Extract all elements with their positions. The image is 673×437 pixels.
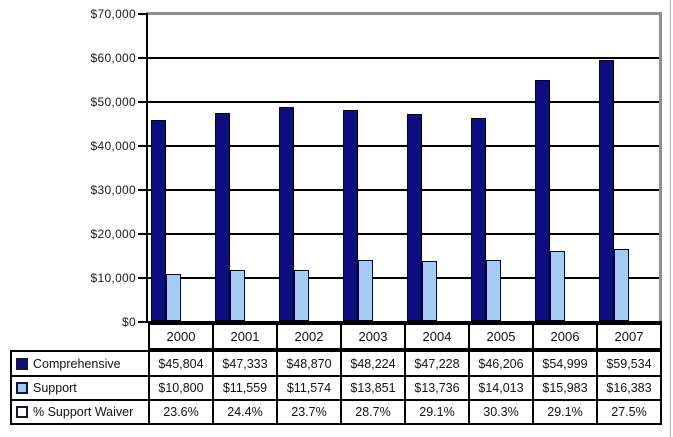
value-cell-comprehensive-2005: $46,206 (470, 352, 532, 375)
value-cell-support-waiver-2007: 27.5% (598, 401, 660, 423)
gridline-10000 (148, 277, 659, 279)
legend-row-comprehensive: Comprehensive (12, 352, 148, 375)
y-axis-tick-40000 (138, 145, 147, 147)
bar-support-2007 (614, 249, 629, 321)
legend-row-support-waiver: % Support Waiver (12, 401, 148, 423)
year-cell-2005: 2005 (470, 325, 532, 348)
bar-comprehensive-2003 (343, 110, 358, 321)
y-axis-label-30000: $30,000 (90, 183, 136, 197)
data-table: Comprehensive $45,804 $47,333 $48,870 $48,22… (10, 350, 662, 425)
support-marker-icon (16, 382, 28, 394)
year-cell-2006: 2006 (534, 325, 596, 348)
value-cell-comprehensive-2006: $54,999 (534, 352, 596, 375)
legend-label-support-waiver: % Support Waiver (33, 405, 134, 419)
y-axis-tick-0 (138, 321, 147, 323)
value-cell-support-2006: $15,983 (534, 377, 596, 399)
year-cell-2001: 2001 (214, 325, 276, 348)
year-cell-2002: 2002 (278, 325, 340, 348)
value-cell-support-waiver-2004: 29.1% (406, 401, 468, 423)
value-cell-support-waiver-2001: 24.4% (214, 401, 276, 423)
y-axis-label-60000: $60,000 (90, 51, 136, 65)
y-axis-tick-10000 (138, 277, 147, 279)
value-cell-support-waiver-2003: 28.7% (342, 401, 404, 423)
value-cell-support-2002: $11,574 (278, 377, 340, 399)
year-cell-2007: 2007 (598, 325, 660, 348)
y-axis-tick-70000 (138, 13, 147, 15)
y-axis-label-50000: $50,000 (90, 95, 136, 109)
value-cell-support-2003: $13,851 (342, 377, 404, 399)
y-axis-tick-50000 (138, 101, 147, 103)
legend-label-support: Support (33, 381, 77, 395)
value-cell-support-2000: $10,800 (150, 377, 212, 399)
bar-comprehensive-2006 (535, 80, 550, 321)
value-cell-support-2007: $16,383 (598, 377, 660, 399)
y-axis-tick-20000 (138, 233, 147, 235)
plot-border-top (146, 12, 662, 15)
gridline-40000 (148, 145, 659, 147)
bar-support-2002 (294, 270, 309, 321)
y-axis-label-10000: $10,000 (90, 271, 136, 285)
bar-comprehensive-2001 (215, 113, 230, 321)
value-cell-support-2004: $13,736 (406, 377, 468, 399)
y-axis-tick-30000 (138, 189, 147, 191)
bar-support-2000 (166, 274, 181, 321)
window-edge (670, 0, 671, 437)
bar-comprehensive-2000 (151, 120, 166, 321)
value-cell-support-waiver-2005: 30.3% (470, 401, 532, 423)
bar-comprehensive-2007 (599, 60, 614, 321)
gridline-20000 (148, 233, 659, 235)
y-axis-label-0: $0 (122, 315, 136, 329)
y-axis-label-20000: $20,000 (90, 227, 136, 241)
bar-comprehensive-2004 (407, 114, 422, 321)
year-header-row: 2000 2001 2002 2003 2004 2005 2006 2007 (148, 323, 662, 350)
legend-row-support: Support (12, 377, 148, 399)
value-cell-comprehensive-2004: $47,228 (406, 352, 468, 375)
x-axis (146, 321, 662, 323)
gridline-50000 (148, 101, 659, 103)
y-axis (146, 13, 148, 322)
support-waiver-marker-icon (16, 406, 28, 418)
bar-support-2004 (422, 261, 437, 321)
value-cell-support-waiver-2006: 29.1% (534, 401, 596, 423)
value-cell-comprehensive-2002: $48,870 (278, 352, 340, 375)
year-cell-2003: 2003 (342, 325, 404, 348)
value-cell-support-waiver-2002: 23.7% (278, 401, 340, 423)
bar-comprehensive-2002 (279, 107, 294, 321)
y-axis-label-70000: $70,000 (90, 7, 136, 21)
plot-border-right (659, 12, 662, 323)
comprehensive-marker-icon (16, 357, 28, 370)
value-cell-comprehensive-2001: $47,333 (214, 352, 276, 375)
gridline-60000 (148, 57, 659, 59)
year-cell-2000: 2000 (150, 325, 212, 348)
bar-comprehensive-2005 (471, 118, 486, 321)
gridline-30000 (148, 189, 659, 191)
value-cell-support-waiver-2000: 23.6% (150, 401, 212, 423)
y-axis-label-40000: $40,000 (90, 139, 136, 153)
y-axis-tick-60000 (138, 57, 147, 59)
value-cell-comprehensive-2003: $48,224 (342, 352, 404, 375)
value-cell-support-2001: $11,559 (214, 377, 276, 399)
year-cell-2004: 2004 (406, 325, 468, 348)
bar-support-2003 (358, 260, 373, 321)
bar-support-2006 (550, 251, 565, 321)
legend-label-comprehensive: Comprehensive (33, 356, 121, 371)
bar-support-2005 (486, 260, 501, 321)
value-cell-comprehensive-2000: $45,804 (150, 352, 212, 375)
value-cell-comprehensive-2007: $59,534 (598, 352, 660, 375)
bar-support-2001 (230, 270, 245, 321)
value-cell-support-2005: $14,013 (470, 377, 532, 399)
